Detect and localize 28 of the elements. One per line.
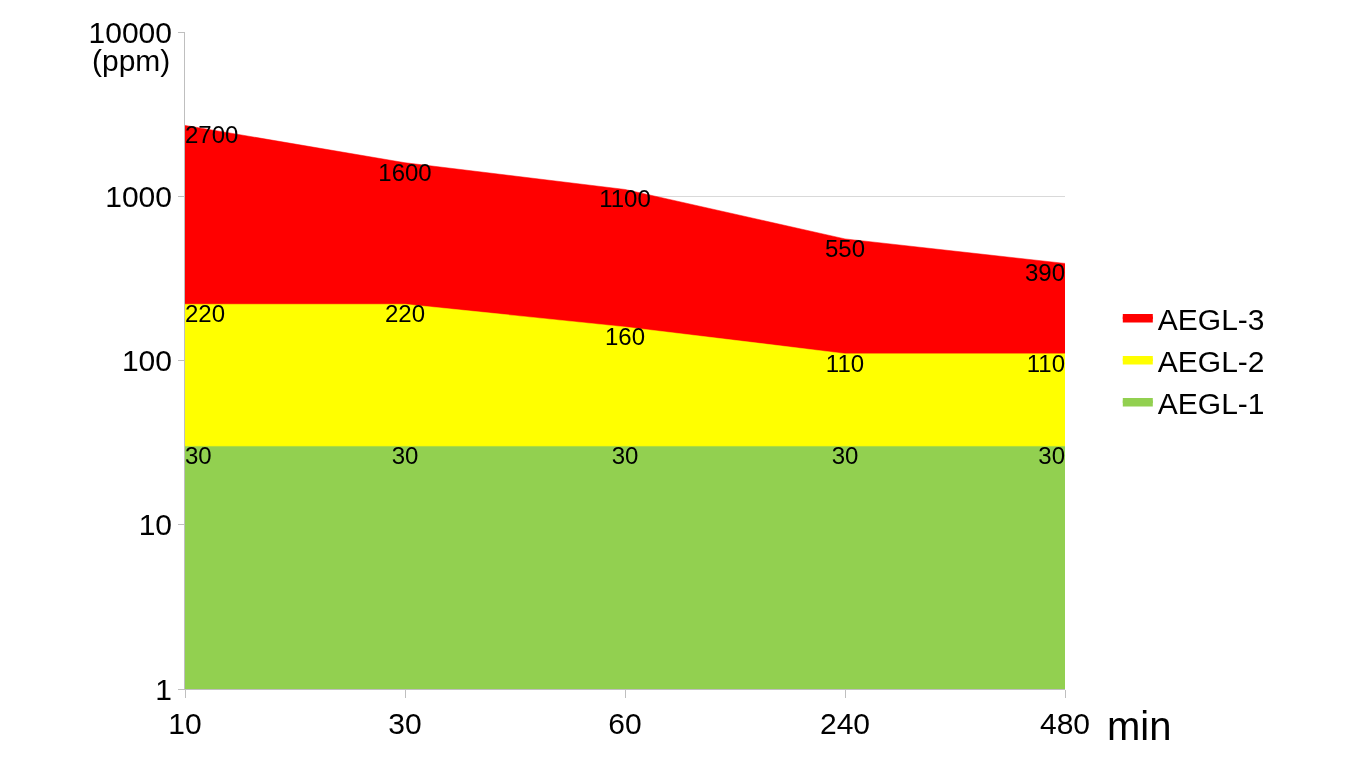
- data-label: 30: [185, 442, 212, 470]
- data-label: 30: [391, 442, 419, 470]
- legend-label: AEGL-2: [1157, 345, 1265, 379]
- data-label: 2700: [185, 121, 239, 149]
- x-tick-label: 480: [1039, 707, 1091, 740]
- data-label: 1600: [378, 158, 432, 186]
- data-label: 390: [1024, 259, 1065, 287]
- y-tick-label: 1000: [105, 179, 172, 213]
- data-label: 220: [185, 300, 226, 328]
- data-label: 30: [1038, 442, 1065, 470]
- legend-label: AEGL-3: [1157, 303, 1265, 337]
- y-tick-label: 10: [138, 508, 172, 542]
- x-tick-label: 240: [819, 707, 871, 740]
- x-axis-title: min: [1107, 704, 1172, 748]
- x-tick-label: 60: [608, 707, 642, 740]
- legend-label: AEGL-1: [1157, 387, 1265, 421]
- data-label: 30: [611, 442, 639, 470]
- x-tick-label: 30: [388, 707, 422, 740]
- data-label: 1100: [599, 185, 651, 213]
- y-tick-label: 100: [121, 344, 172, 377]
- data-label: 110: [1026, 349, 1065, 377]
- x-tick-label: 10: [168, 707, 202, 740]
- data-label: 110: [825, 349, 865, 377]
- data-label: 220: [384, 300, 426, 328]
- data-label: 160: [604, 322, 646, 350]
- y-tick-label: 1: [155, 672, 172, 706]
- data-label: 30: [831, 442, 859, 470]
- data-label: 550: [824, 234, 866, 262]
